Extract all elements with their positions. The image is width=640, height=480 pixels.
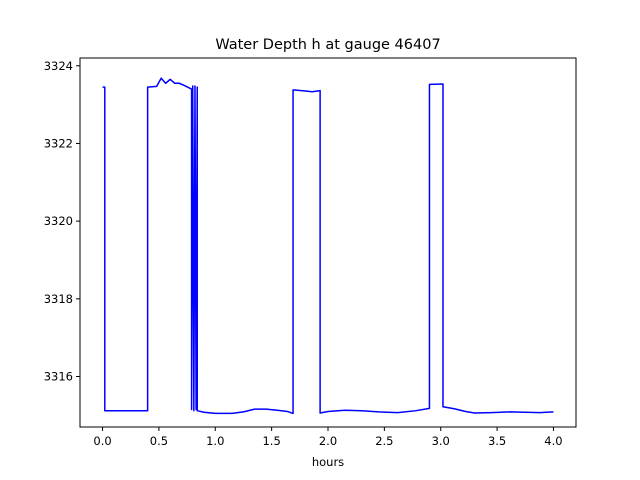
x-tick-label: 0.5: [150, 434, 168, 448]
x-tick-label: 4.0: [544, 434, 562, 448]
plot-frame: [79, 57, 577, 428]
series-line: [102, 77, 554, 415]
y-tick-label: 3324: [44, 59, 73, 73]
x-tick-label: 3.5: [488, 434, 506, 448]
chart-title: Water Depth h at gauge 46407: [215, 37, 440, 53]
x-tick-label: 1.5: [262, 434, 280, 448]
x-tick-label: 1.0: [206, 434, 224, 448]
x-tick-label: 2.0: [319, 434, 337, 448]
y-tick-label: 3322: [44, 136, 73, 150]
x-axis-label: hours: [312, 455, 344, 469]
x-tick-label: 2.5: [375, 434, 393, 448]
y-axis-ticks: 3316 3318 3320 3322 3324: [44, 59, 80, 384]
x-axis-ticks: 0.0 0.5 1.0 1.5 2.0 2.5 3.0 3.5 4.0: [93, 427, 563, 448]
x-tick-label: 3.0: [432, 434, 450, 448]
y-tick-label: 3320: [44, 214, 73, 228]
x-tick-label: 0.0: [93, 434, 111, 448]
y-tick-label: 3318: [44, 292, 73, 306]
plot-area: [102, 77, 554, 415]
y-tick-label: 3316: [44, 370, 73, 384]
